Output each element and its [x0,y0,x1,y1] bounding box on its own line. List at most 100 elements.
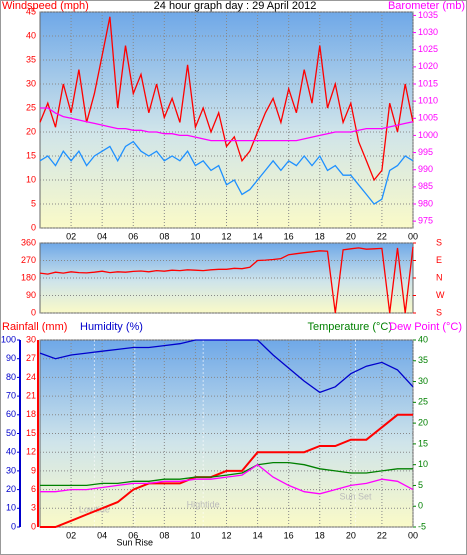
y2-tick-label: 35 [418,355,428,365]
series-label: Windspeed (mph) [2,0,89,12]
x-tick-label: 12 [221,530,231,540]
series-label: Humidity (%) [80,321,143,333]
x-tick-label: 22 [377,530,387,540]
series-line [39,339,414,394]
y2-tick-label: 980 [418,198,433,208]
x-tick-label: 22 [377,231,387,241]
y2-tick-label: 25 [418,397,428,407]
y-tick-label: 15 [26,150,36,160]
y-tick-label: 12 [26,447,36,457]
annotation: Sun Rise [117,537,154,547]
y2-tick-label: 1015 [418,78,438,88]
y2-tick-label: 990 [418,164,433,174]
x-tick-label: 08 [159,231,169,241]
x-tick-label: 16 [284,530,294,540]
series-line [40,461,413,487]
y-tick-label: 3 [31,503,36,513]
y2-tick-label: S [436,237,442,247]
x-tick-label: 04 [97,530,107,540]
y3-tick-label: 90 [6,353,16,363]
y3-tick-label: 70 [6,390,16,400]
y2-tick-label: 975 [418,216,433,226]
series-line [39,140,414,205]
y2-tick-label: 1035 [418,10,438,20]
y2-tick-label: 10 [418,459,428,469]
series-label: Temperature (°C) [308,321,392,333]
y-tick-label: 25 [26,102,36,112]
x-tick-label: 06 [128,231,138,241]
y-tick-label: 90 [26,290,36,300]
y2-tick-label: 20 [418,417,428,427]
y2-tick-label: 1030 [418,27,438,37]
y-tick-label: 0 [31,307,36,317]
y3-tick-label: 100 [1,334,16,344]
y-tick-label: 0 [31,521,36,531]
y2-tick-label: 1025 [418,44,438,54]
y-tick-label: 21 [26,390,36,400]
y-tick-label: 30 [26,334,36,344]
y-tick-label: 360 [21,237,36,247]
x-tick-label: 00 [408,530,418,540]
y2-tick-label: 1000 [418,130,438,140]
y3-tick-label: 40 [6,447,16,457]
series-label: Dew Point (°C) [389,321,462,333]
y-tick-label: 10 [26,174,36,184]
y3-tick-label: 60 [6,409,16,419]
y-tick-label: 24 [26,372,36,382]
y2-tick-label: 995 [418,147,433,157]
y2-tick-label: 0 [418,501,423,511]
x-tick-label: 00 [408,231,418,241]
x-tick-label: 20 [346,530,356,540]
y2-tick-label: 40 [418,334,428,344]
y-tick-label: 6 [31,484,36,494]
series-line [40,413,413,528]
x-tick-label: 18 [315,231,325,241]
x-tick-label: 10 [190,231,200,241]
chart-title: 24 hour graph day : 29 April 2012 [154,0,317,12]
y-tick-label: 45 [26,6,36,16]
x-tick-label: 06 [128,530,138,540]
y3-tick-label: 0 [11,521,16,531]
y-tick-label: 15 [26,428,36,438]
annotation: Hightide [187,499,220,509]
y3-tick-label: 50 [6,428,16,438]
y-tick-label: 35 [26,54,36,64]
y2-tick-label: 5 [418,480,423,490]
y3-tick-label: 10 [6,503,16,513]
series-label: Barometer (mb) [388,0,465,12]
y2-tick-label: S [436,307,442,317]
y-tick-label: 9 [31,465,36,475]
y2-tick-label: E [436,255,442,265]
y-tick-label: 30 [26,78,36,88]
series-line [39,246,414,314]
x-tick-label: 18 [315,530,325,540]
y-tick-label: 0 [31,222,36,232]
y3-tick-label: 30 [6,465,16,475]
y-tick-label: 20 [26,126,36,136]
y2-tick-label: 30 [418,376,428,386]
x-tick-label: 12 [221,231,231,241]
y2-tick-label: 15 [418,438,428,448]
x-tick-label: 14 [253,530,263,540]
y2-tick-label: 1005 [418,113,438,123]
x-tick-label: 08 [159,530,169,540]
y-tick-label: 270 [21,255,36,265]
y2-tick-label: -5 [418,521,426,531]
x-tick-label: 20 [346,231,356,241]
x-tick-label: 02 [66,231,76,241]
y3-tick-label: 20 [6,484,16,494]
x-tick-label: 02 [66,530,76,540]
y2-tick-label: N [436,272,443,282]
y2-tick-label: 1020 [418,61,438,71]
x-tick-label: 04 [97,231,107,241]
y-tick-label: 180 [21,272,36,282]
annotation: Lowtide [79,504,110,514]
x-tick-label: 14 [253,231,263,241]
y2-tick-label: 1010 [418,96,438,106]
series-line [40,463,414,495]
series-line [39,16,414,182]
y2-tick-label: 985 [418,181,433,191]
series-label: Rainfall (mm) [2,321,67,333]
y3-tick-label: 80 [6,372,16,382]
